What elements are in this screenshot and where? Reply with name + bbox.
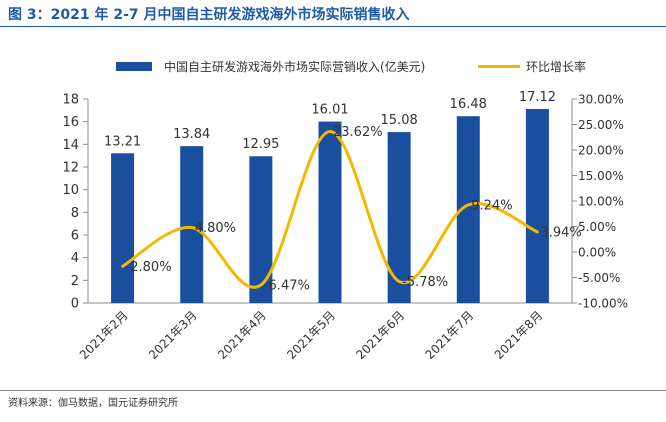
growth-value-label: -6.47% — [264, 278, 310, 293]
bar-value-label: 13.84 — [173, 127, 210, 142]
growth-value-label: -5.78% — [402, 275, 448, 290]
x-tick-label: 2021年8月 — [492, 308, 546, 362]
left-tick-label: 12 — [62, 161, 79, 176]
bar-value-label: 16.01 — [311, 103, 348, 118]
growth-value-label: 23.62% — [333, 125, 383, 140]
growth-line-series — [121, 130, 539, 289]
left-axis-ticks: 0 2 4 6 8 10 12 14 16 18 — [62, 93, 88, 312]
right-tick-label: 10.00% — [578, 195, 624, 209]
left-tick-label: 6 — [71, 229, 79, 244]
x-tick-label: 2021年4月 — [215, 308, 269, 362]
growth-value-label: -2.80% — [126, 260, 172, 275]
growth-value-label: 3.94% — [540, 225, 581, 240]
right-tick-label: 25.00% — [578, 118, 624, 132]
legend: 中国自主研发游戏海外市场实际营销收入(亿美元) 环比增长率 — [116, 59, 586, 74]
x-axis-labels: 2021年2月 2021年3月 2021年4月 2021年5月 2021年6月 2021年… — [77, 308, 546, 362]
bar-value-label: 15.08 — [381, 113, 418, 128]
left-tick-label: 0 — [71, 297, 79, 312]
bar-value-label: 12.95 — [242, 137, 279, 152]
x-tick-label: 2021年7月 — [423, 308, 477, 362]
growth-value-label: 4.80% — [195, 221, 236, 236]
bar-value-label: 16.48 — [450, 97, 487, 112]
right-tick-label: 15.00% — [578, 169, 624, 183]
left-tick-label: 10 — [62, 183, 79, 198]
bar — [387, 132, 411, 303]
left-tick-label: 16 — [62, 115, 79, 130]
source-note: 资料来源：伽马数据，国元证券研究所 — [8, 398, 178, 409]
bar — [525, 108, 549, 304]
bar — [249, 156, 273, 303]
figure-title: 图 3：2021 年 2-7 月中国自主研发游戏海外市场实际销售收入 — [8, 7, 410, 23]
x-tick-label: 2021年6月 — [353, 308, 407, 362]
right-tick-label: -5.00% — [578, 271, 620, 285]
right-tick-label: 5.00% — [578, 220, 616, 234]
bar-value-label: 13.21 — [104, 134, 141, 149]
growth-value-labels: -2.80% 4.80% -6.47% 23.62% -5.78% 9.24% 3.94% — [126, 125, 582, 293]
bar — [318, 121, 342, 303]
right-tick-label: 30.00% — [578, 93, 624, 107]
bar — [456, 116, 480, 303]
growth-value-label: 9.24% — [471, 198, 512, 213]
x-tick-label: 2021年5月 — [284, 308, 338, 362]
legend-line-label: 环比增长率 — [526, 59, 586, 74]
left-tick-label: 4 — [71, 251, 79, 266]
bar — [180, 146, 204, 303]
title-rule — [0, 26, 666, 27]
x-tick-label: 2021年2月 — [77, 308, 131, 362]
footer-rule — [0, 390, 666, 391]
right-tick-label: -10.00% — [578, 297, 628, 311]
chart: 中国自主研发游戏海外市场实际营销收入(亿美元) 环比增长率 0 2 4 6 8 10 12 1… — [62, 59, 628, 362]
right-tick-label: 20.00% — [578, 144, 624, 158]
left-tick-label: 18 — [62, 93, 79, 108]
bar-value-labels: 13.21 13.84 12.95 16.01 15.08 16.48 17.12 — [104, 90, 556, 152]
right-tick-label: 0.00% — [578, 246, 616, 260]
legend-bar-label: 中国自主研发游戏海外市场实际营销收入(亿美元) — [164, 59, 425, 74]
bar-series — [111, 108, 549, 304]
growth-line — [121, 130, 539, 289]
bar — [111, 153, 135, 303]
legend-bar-swatch — [116, 62, 152, 71]
left-tick-label: 14 — [62, 138, 79, 153]
left-tick-label: 2 — [71, 274, 79, 289]
x-tick-label: 2021年3月 — [146, 308, 200, 362]
bar-value-label: 17.12 — [519, 90, 556, 105]
right-axis-ticks: -10.00% -5.00% 0.00% 5.00% 10.00% 15.00% 20.00… — [572, 93, 628, 311]
left-tick-label: 8 — [71, 206, 79, 221]
